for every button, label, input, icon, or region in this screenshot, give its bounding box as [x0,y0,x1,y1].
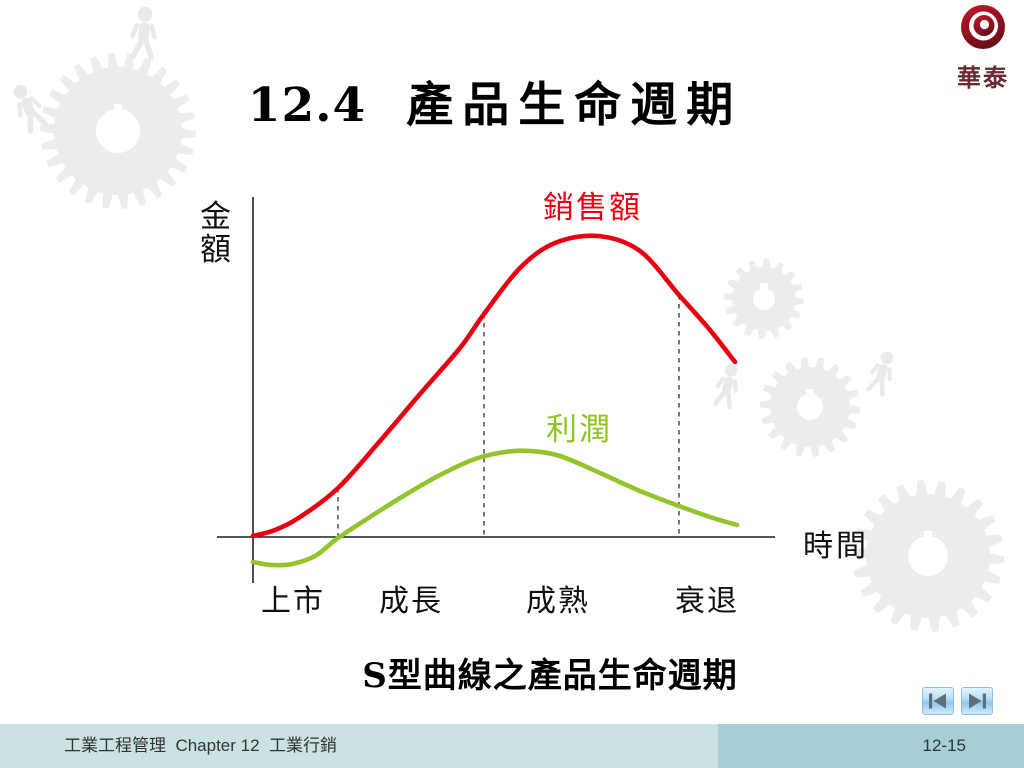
footer-bar: 工業工程管理 Chapter 12 工業行銷 12-15 [0,724,1024,768]
footer-page-section [718,724,1024,768]
title-section-number: 12.4 [247,78,367,133]
person-silhouette-icon [713,364,738,410]
person-silhouette-icon [865,351,894,397]
sales-curve [250,233,738,539]
footer-page-number: 12-15 [922,736,966,755]
publisher-logo: 華泰 [950,3,1016,93]
previous-slide-button[interactable] [922,687,954,715]
skip-next-icon [966,692,988,710]
phase-label: 上市 [261,584,325,619]
y-axis-label: 金額 [200,199,231,268]
phase-label: 成長 [379,584,443,619]
publisher-brand-name: 華泰 [957,63,1009,92]
skip-previous-icon [927,692,949,710]
swirl-rings-icon [958,5,1008,57]
page-title: 12.4 產品生命週期 [0,66,990,135]
sales-series-label: 銷售額 [543,190,642,226]
person-silhouette-icon [13,84,49,134]
profit-curve [250,448,740,568]
phase-label: 衰退 [675,584,739,619]
x-axis-label: 時間 [803,529,869,564]
title-text: 產品生命週期 [406,78,743,133]
person-silhouette-icon [130,6,158,60]
next-slide-button[interactable] [961,687,993,715]
phase-label: 成熟 [526,584,590,619]
profit-series-label: 利潤 [546,412,612,448]
footer-course-text: 工業工程管理 Chapter 12 工業行銷 [64,736,338,755]
chart-caption: S型曲線之產品生命週期 [362,656,738,696]
